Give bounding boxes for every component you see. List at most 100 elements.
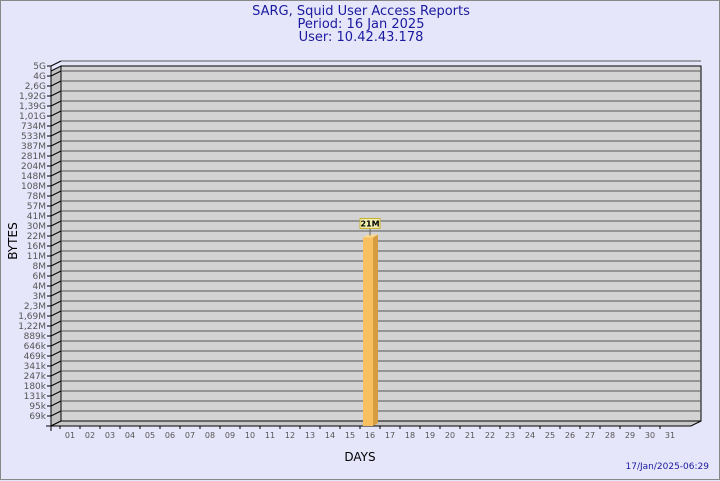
x-tick-label: 26 <box>565 431 575 440</box>
y-tick-label: 78M <box>27 192 46 202</box>
x-tick-label: 08 <box>205 431 215 440</box>
x-tick-label: 31 <box>665 431 675 440</box>
gridline-side <box>50 360 62 367</box>
x-tick-label: 24 <box>525 431 535 440</box>
y-tick-label: 1,39G <box>19 102 46 112</box>
gridline-side <box>50 90 62 97</box>
gridline-side <box>50 80 62 87</box>
x-tick-label: 30 <box>645 431 655 440</box>
gridline-side <box>50 370 62 377</box>
x-tick-label: 02 <box>85 431 95 440</box>
timestamp: 17/Jan/2025-06:29 <box>625 462 709 472</box>
gridline-side <box>50 60 62 67</box>
gridline-side <box>50 340 62 347</box>
gridline-side <box>50 110 62 117</box>
gridline-side <box>50 120 62 127</box>
y-tick-label: 131k <box>24 392 47 402</box>
back-wall <box>60 65 702 422</box>
y-tick-label: 3M <box>33 292 47 302</box>
y-axis-label: BYTES <box>6 222 20 259</box>
chart-period: Period: 16 Jan 2025 <box>297 17 425 32</box>
x-tick-label: 20 <box>445 431 455 440</box>
x-tick-label: 10 <box>245 431 255 440</box>
x-tick-label: 28 <box>605 431 615 440</box>
gridline-side <box>50 170 62 177</box>
y-tick-label: 16M <box>27 242 46 252</box>
x-tick-label: 12 <box>285 431 295 440</box>
gridline-side <box>50 260 62 267</box>
y-tick-label: 41M <box>27 212 46 222</box>
y-tick-label: 11M <box>27 252 46 262</box>
y-tick-label: 889k <box>24 332 47 342</box>
data-label-box <box>359 217 381 229</box>
x-tick-label: 19 <box>425 431 435 440</box>
y-tick-label: 734M <box>21 122 46 132</box>
y-tick-label: 2,6G <box>25 82 46 92</box>
gridline-side <box>50 240 62 247</box>
gridline-side <box>50 230 62 237</box>
gridline-side <box>50 280 62 287</box>
x-tick-label: 18 <box>405 431 415 440</box>
y-tick-label: 6M <box>33 272 47 282</box>
x-tick-label: 23 <box>505 431 515 440</box>
x-tick-label: 06 <box>165 431 175 440</box>
chart-user: User: 10.42.43.178 <box>298 30 424 45</box>
gridline-side <box>50 290 62 297</box>
gridline-side <box>50 130 62 137</box>
x-tick-label: 05 <box>145 431 155 440</box>
gridline-side <box>50 270 62 277</box>
x-tick-label: 25 <box>545 431 555 440</box>
y-tick-label: 533M <box>21 132 46 142</box>
gridline-side <box>50 410 62 417</box>
y-tick-label: 387M <box>21 142 46 152</box>
x-tick-label: 13 <box>305 431 315 440</box>
y-tick-label: 69k <box>29 412 46 422</box>
y-tick-label: 469k <box>24 352 47 362</box>
y-tick-label: 646k <box>24 342 47 352</box>
gridline-side <box>50 300 62 307</box>
y-tick-label: 204M <box>21 162 46 172</box>
x-tick-label: 15 <box>345 431 355 440</box>
gridline-side <box>50 190 62 197</box>
y-tick-label: 1,22M <box>18 322 46 332</box>
y-tick-label: 57M <box>27 202 46 212</box>
gridline-side <box>50 160 62 167</box>
bar <box>363 237 373 426</box>
gridline-side <box>50 310 62 317</box>
y-tick-label: 1,69M <box>18 312 46 322</box>
y-tick-label: 1,92G <box>19 92 46 102</box>
y-tick-label: 108M <box>21 182 46 192</box>
y-tick-label: 8M <box>33 262 47 272</box>
gridline-side <box>50 350 62 357</box>
gridline-side <box>50 140 62 147</box>
data-label: 21M <box>360 219 379 228</box>
chart-title: SARG, Squid User Access Reports <box>252 4 470 19</box>
x-tick-label: 03 <box>105 431 115 440</box>
x-tick-label: 11 <box>265 431 275 440</box>
gridline-side <box>50 200 62 207</box>
gridline-side <box>50 390 62 397</box>
gridline-side <box>50 100 62 107</box>
x-tick-label: 04 <box>125 431 135 440</box>
gridline-side <box>50 320 62 327</box>
x-tick-label: 22 <box>485 431 495 440</box>
x-tick-label: 21 <box>465 431 475 440</box>
gridline-side <box>50 180 62 187</box>
x-tick-label: 29 <box>625 431 635 440</box>
gridline-side <box>50 220 62 227</box>
gridline-side <box>50 70 62 77</box>
bar-side <box>373 234 378 426</box>
gridline-side <box>50 330 62 337</box>
y-tick-label: 247k <box>24 372 47 382</box>
gridline-side <box>50 210 62 217</box>
x-tick-label: 01 <box>65 431 75 440</box>
gridline-side <box>50 150 62 157</box>
x-tick-label: 09 <box>225 431 235 440</box>
bar-top <box>363 234 378 238</box>
x-tick-label: 07 <box>185 431 195 440</box>
y-tick-label: 1,01G <box>19 112 46 122</box>
y-tick-label: 180k <box>24 382 47 392</box>
y-tick-label: 148M <box>21 172 46 182</box>
